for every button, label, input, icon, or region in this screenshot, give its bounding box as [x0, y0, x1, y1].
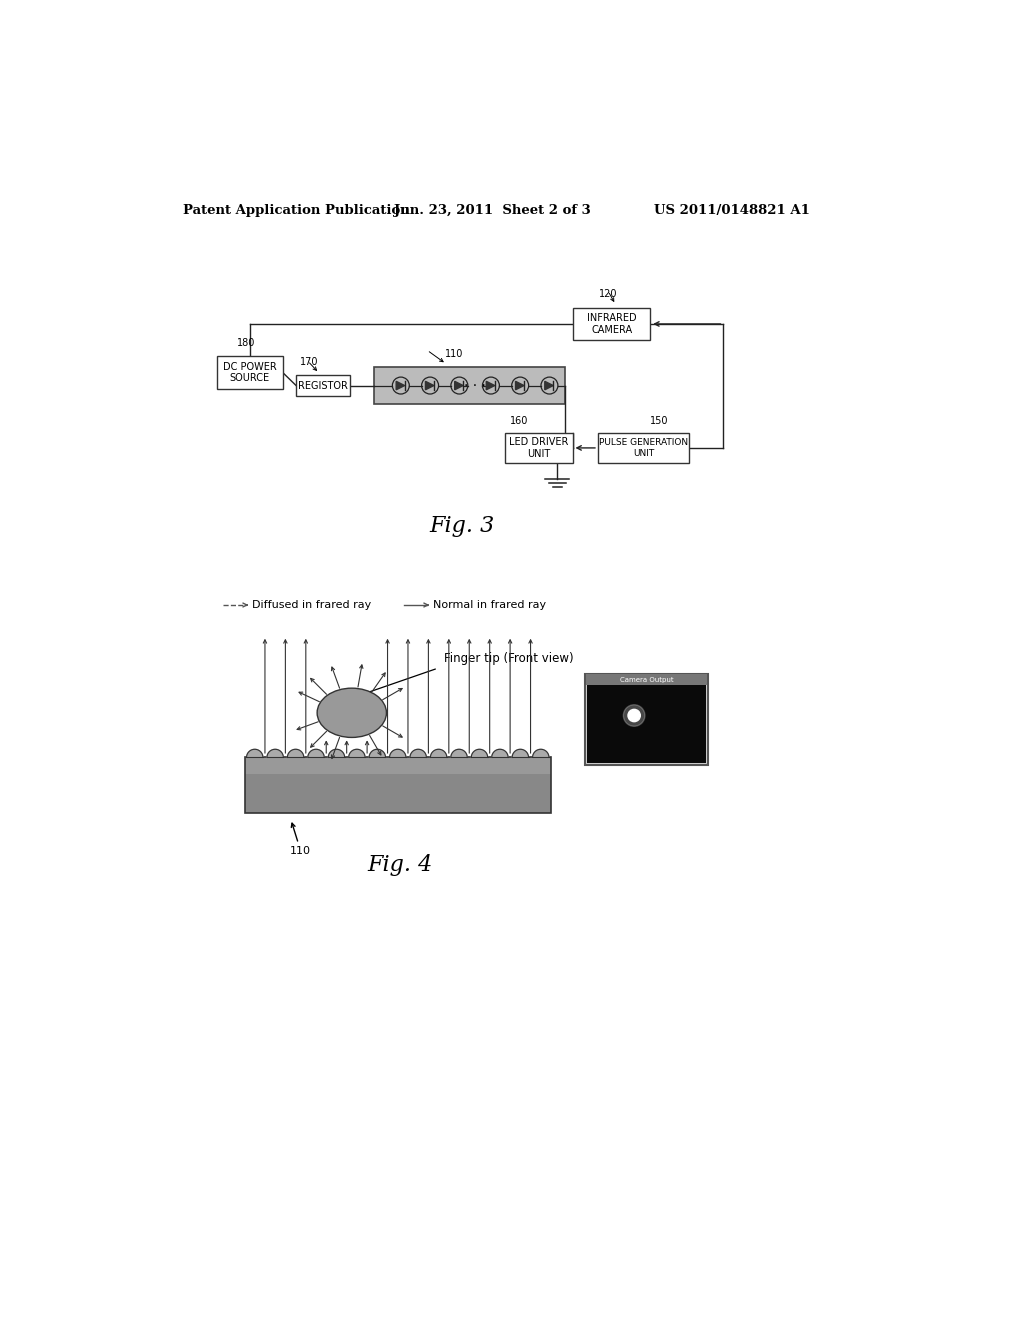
Polygon shape: [349, 750, 366, 758]
Bar: [587, 685, 706, 763]
Text: Fig. 4: Fig. 4: [368, 854, 433, 876]
Polygon shape: [369, 750, 385, 758]
Bar: [505, 433, 572, 462]
Text: DC POWER
SOURCE: DC POWER SOURCE: [223, 362, 276, 383]
Bar: [587, 675, 707, 685]
Text: 110: 110: [290, 846, 311, 857]
Polygon shape: [389, 750, 406, 758]
Text: 110: 110: [444, 348, 463, 359]
Polygon shape: [532, 750, 549, 758]
Bar: [296, 375, 350, 396]
Bar: [217, 356, 283, 388]
Text: PULSE GENERATION
UNIT: PULSE GENERATION UNIT: [599, 438, 688, 458]
Bar: [598, 433, 689, 462]
Polygon shape: [425, 381, 434, 389]
Polygon shape: [515, 381, 524, 389]
Bar: [585, 675, 708, 766]
Text: US 2011/0148821 A1: US 2011/0148821 A1: [654, 205, 810, 218]
Polygon shape: [455, 381, 463, 389]
Polygon shape: [471, 750, 487, 758]
Bar: [245, 758, 551, 813]
Bar: [374, 367, 565, 404]
Polygon shape: [512, 750, 528, 758]
Text: Patent Application Publication: Patent Application Publication: [183, 205, 410, 218]
Polygon shape: [410, 750, 426, 758]
Circle shape: [628, 709, 640, 722]
Polygon shape: [545, 381, 553, 389]
Polygon shape: [492, 750, 508, 758]
Bar: [245, 758, 551, 813]
Text: Fig. 3: Fig. 3: [429, 516, 495, 537]
Circle shape: [624, 705, 645, 726]
Text: 170: 170: [300, 356, 318, 367]
Polygon shape: [486, 381, 495, 389]
Text: REGISTOR: REGISTOR: [298, 380, 348, 391]
Polygon shape: [329, 750, 345, 758]
Polygon shape: [430, 750, 446, 758]
Polygon shape: [288, 750, 304, 758]
Text: 160: 160: [510, 416, 528, 426]
Polygon shape: [267, 750, 284, 758]
Text: 150: 150: [649, 416, 668, 426]
Polygon shape: [396, 381, 404, 389]
Polygon shape: [451, 750, 467, 758]
Text: Finger tip (Front view): Finger tip (Front view): [444, 652, 573, 665]
Text: LED DRIVER
UNIT: LED DRIVER UNIT: [509, 437, 568, 459]
Bar: [573, 308, 650, 341]
Text: Jun. 23, 2011  Sheet 2 of 3: Jun. 23, 2011 Sheet 2 of 3: [394, 205, 591, 218]
Text: INFRARED
CAMERA: INFRARED CAMERA: [587, 313, 637, 335]
Bar: [245, 758, 551, 775]
Text: Normal in frared ray: Normal in frared ray: [433, 601, 546, 610]
Text: Camera Output: Camera Output: [620, 677, 673, 682]
Text: Diffused in frared ray: Diffused in frared ray: [252, 601, 372, 610]
Text: 180: 180: [237, 338, 255, 348]
Text: · · ·: · · ·: [464, 379, 486, 392]
Text: 120: 120: [599, 289, 617, 300]
Ellipse shape: [317, 688, 386, 738]
Polygon shape: [247, 750, 263, 758]
Polygon shape: [308, 750, 325, 758]
